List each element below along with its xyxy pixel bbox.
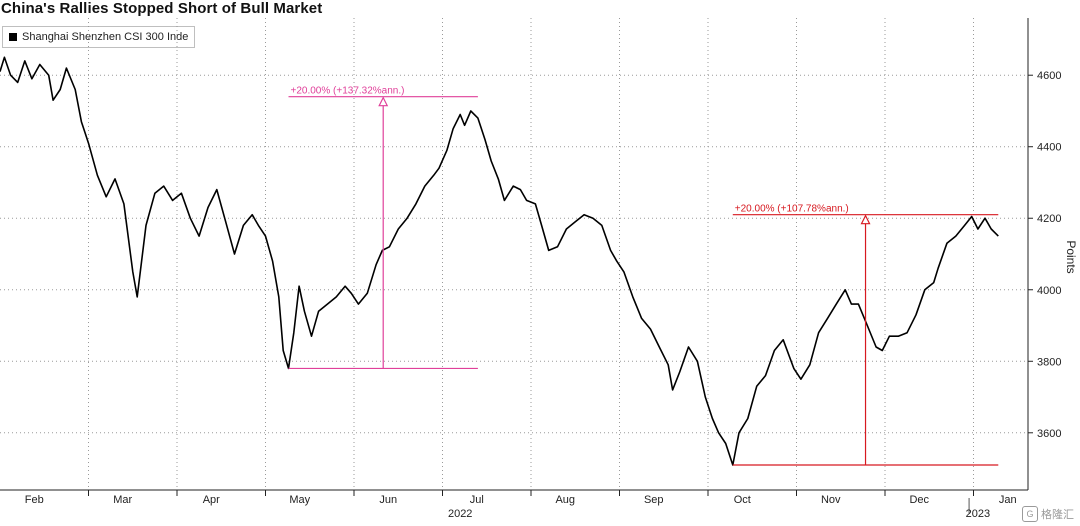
x-tick-label: Nov [821,494,841,506]
watermark-text: 格隆汇 [1041,509,1074,521]
x-tick-label: Sep [644,494,664,506]
y-tick-label: 4000 [1037,285,1061,297]
x-tick-label: Jul [470,494,484,506]
y-axis-title: Points [1064,240,1078,273]
x-tick-label: Jan [999,494,1017,506]
watermark: G 格隆汇 [1022,506,1074,522]
x-tick-label: Feb [25,494,44,506]
legend-swatch [9,33,17,41]
watermark-logo-icon: G [1022,506,1038,522]
y-tick-label: 4200 [1037,213,1061,225]
annotation-label: +20.00% (+107.78%ann.) [735,204,849,215]
x-tick-label: Jun [379,494,397,506]
x-tick-label: Apr [203,494,220,506]
x-tick-label: Mar [113,494,132,506]
x-tick-label: May [289,494,310,506]
year-label-2023: 2023 [966,508,990,520]
series-line [0,56,999,466]
y-tick-label: 4400 [1037,142,1061,154]
x-tick-label: Dec [909,494,929,506]
y-tick-label: 3800 [1037,356,1061,368]
chart-title: China's Rallies Stopped Short of Bull Ma… [1,0,323,17]
annotation-label: +20.00% (+137.32%ann.) [291,86,405,97]
year-label-2022: 2022 [448,508,472,520]
annotation-arrowhead [860,214,871,225]
chart-legend: Shanghai Shenzhen CSI 300 Inde [2,26,196,48]
x-tick-label: Aug [555,494,575,506]
legend-label: Shanghai Shenzhen CSI 300 Inde [22,31,189,43]
y-tick-label: 3600 [1037,428,1061,440]
annotation-arrowhead [378,96,389,107]
y-tick-label: 4600 [1037,70,1061,82]
x-tick-label: Oct [734,494,751,506]
